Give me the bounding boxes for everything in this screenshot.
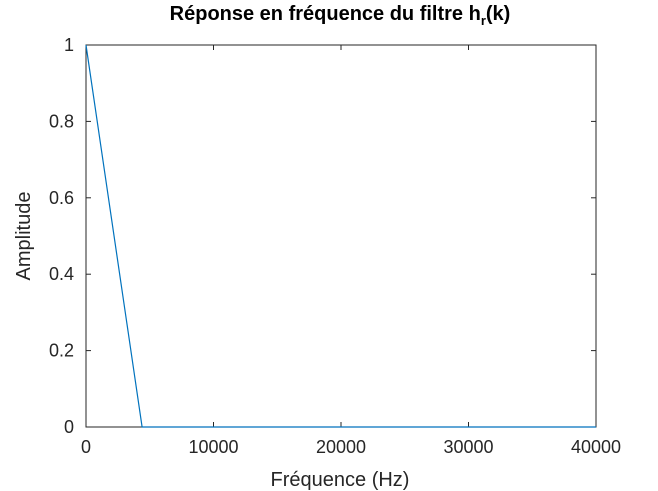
plot-area: 0 10000 20000 30000 40000 0 0.2 0.4 0.6 0.8 1 (49, 35, 621, 457)
y-tick-label: 0.6 (49, 188, 74, 208)
y-axis-label: Amplitude (13, 192, 35, 281)
x-tick-label: 40000 (571, 437, 621, 457)
chart-title-suffix: (k) (486, 3, 510, 25)
axes-box (85, 44, 597, 428)
y-tick-label: 0.8 (49, 111, 74, 131)
x-tick-label: 20000 (316, 437, 366, 457)
series-group (85, 44, 596, 428)
x-axis-ticks: 0 10000 20000 30000 40000 (81, 45, 621, 457)
chart-title: Réponse en fréquence du filtre hr(k) (170, 3, 511, 28)
y-tick-label: 0.2 (49, 341, 74, 361)
x-tick-label: 30000 (443, 437, 493, 457)
y-tick-label: 1 (64, 35, 74, 55)
y-tick-label: 0 (64, 417, 74, 437)
y-axis-ticks: 0 0.2 0.4 0.6 0.8 1 (49, 35, 596, 437)
chart-title-main: Réponse en fréquence du filtre h (170, 3, 481, 25)
x-axis-label: Fréquence (Hz) (271, 469, 410, 491)
x-tick-label: 0 (81, 437, 91, 457)
y-tick-label: 0.4 (49, 264, 74, 284)
series-line-0 (85, 44, 596, 428)
chart-title-subscript: r (481, 13, 486, 28)
x-tick-label: 10000 (188, 437, 238, 457)
